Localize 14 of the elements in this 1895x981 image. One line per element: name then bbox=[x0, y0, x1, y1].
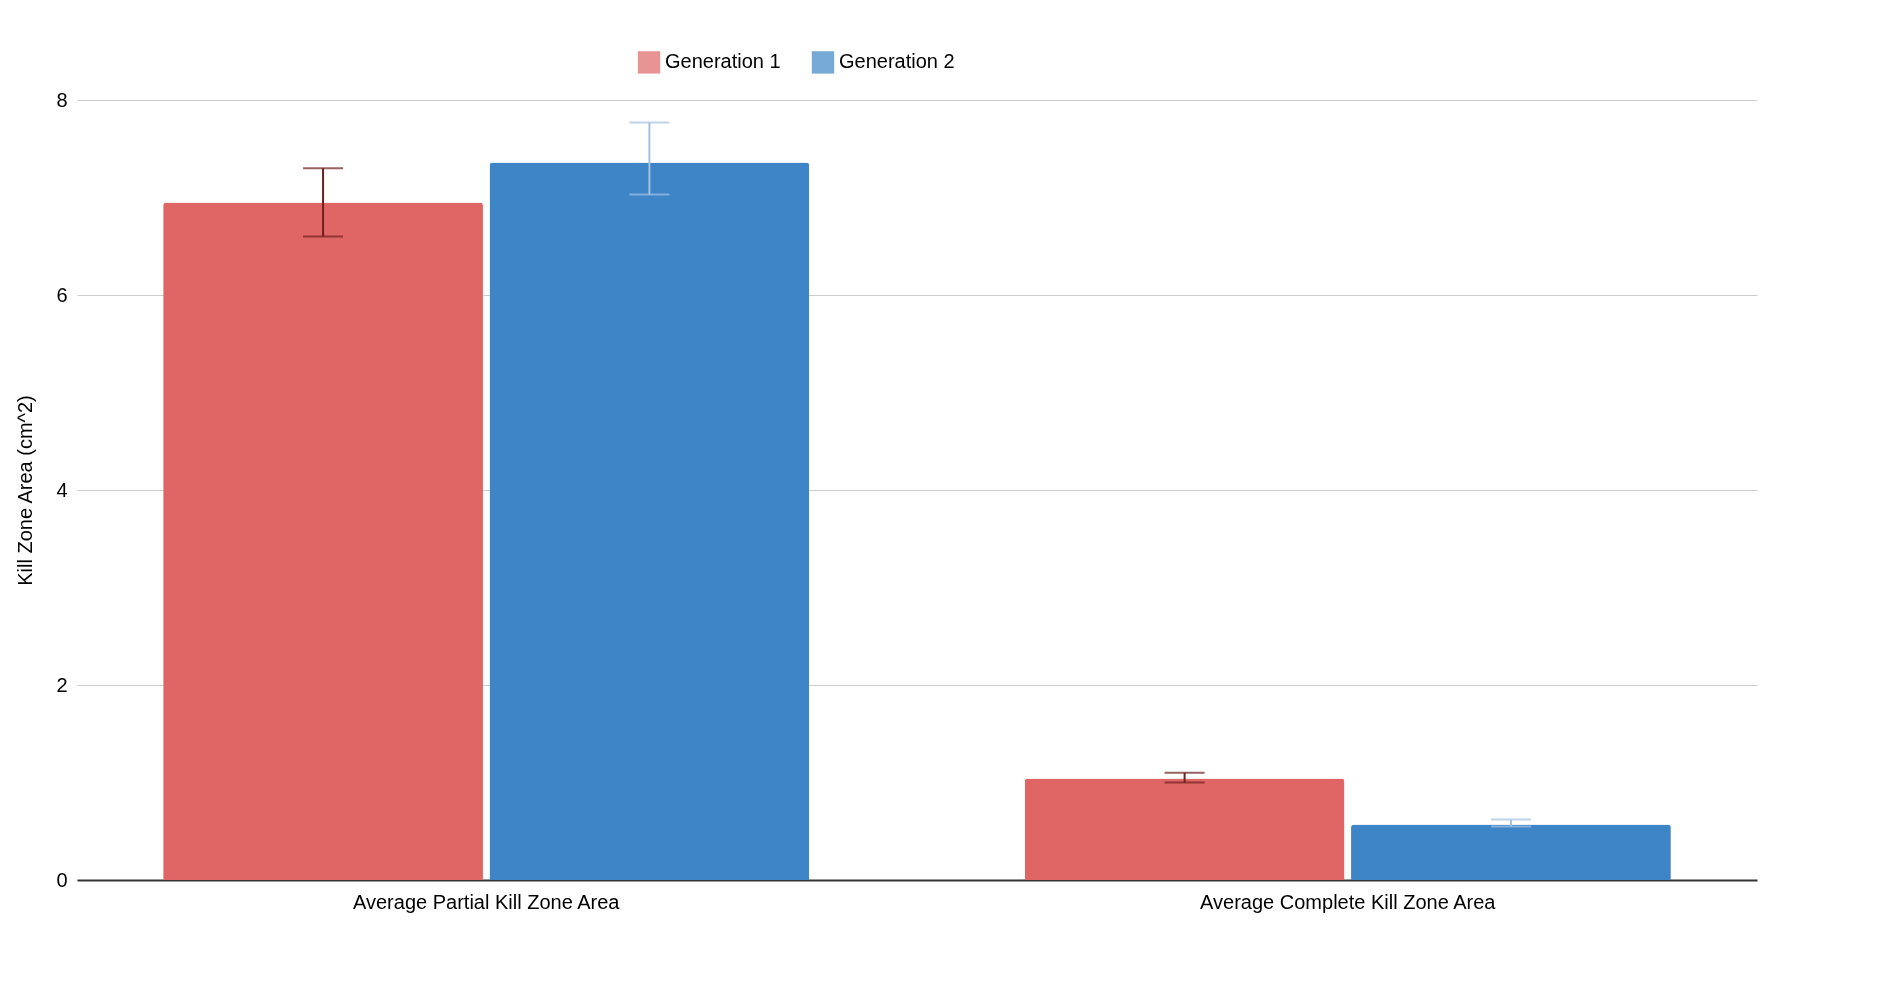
bar bbox=[1351, 824, 1671, 880]
legend-label: Generation 1 bbox=[665, 50, 781, 73]
bar bbox=[1024, 778, 1345, 880]
bar bbox=[163, 202, 483, 880]
x-tick-label: Average Complete Kill Zone Area bbox=[1200, 890, 1497, 913]
y-tick-label: 6 bbox=[56, 283, 68, 306]
y-tick-label: 0 bbox=[56, 868, 68, 891]
y-tick-label: 2 bbox=[56, 673, 68, 696]
y-tick-label: 8 bbox=[56, 88, 68, 111]
legend-label: Generation 2 bbox=[839, 50, 955, 73]
y-axis-title: Kill Zone Area (cm^2) bbox=[14, 395, 37, 586]
y-tick-label: 4 bbox=[56, 478, 68, 501]
x-tick-label: Average Partial Kill Zone Area bbox=[353, 890, 621, 913]
bar bbox=[489, 162, 810, 880]
